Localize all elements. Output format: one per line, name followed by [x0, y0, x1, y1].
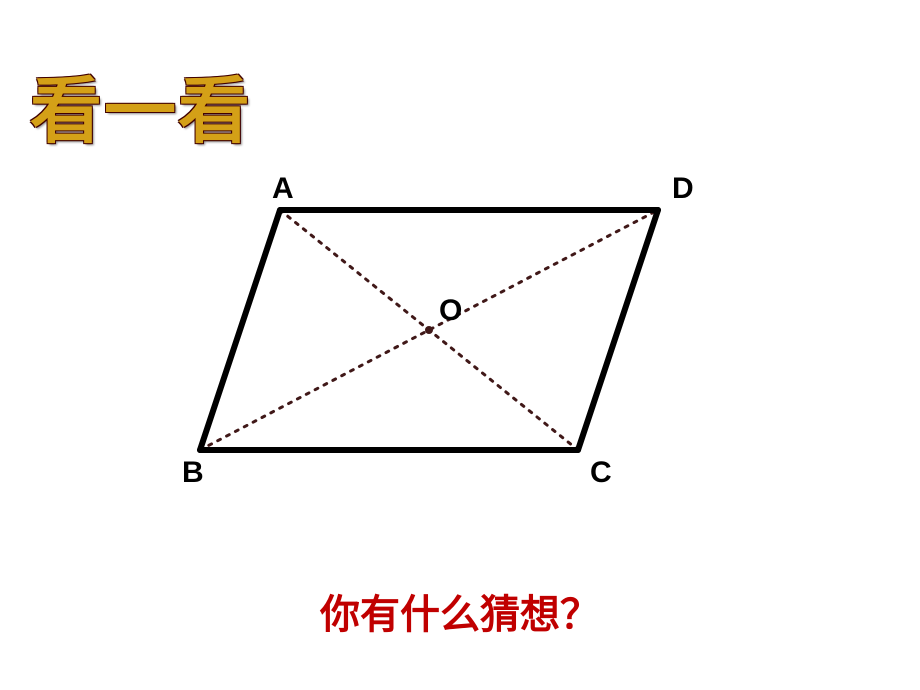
- vertex-label-O: O: [439, 294, 462, 327]
- question-text: 你有什么猜想？: [0, 582, 920, 640]
- vertex-label-B: B: [182, 456, 204, 489]
- vertex-label-C: C: [590, 456, 612, 489]
- diagram-svg: A D C B O: [160, 160, 760, 520]
- parallelogram-diagram: A D C B O: [160, 160, 760, 520]
- vertex-label-A: A: [272, 172, 294, 205]
- vertex-label-D: D: [672, 172, 694, 205]
- slide-title: 看一看: [30, 52, 252, 157]
